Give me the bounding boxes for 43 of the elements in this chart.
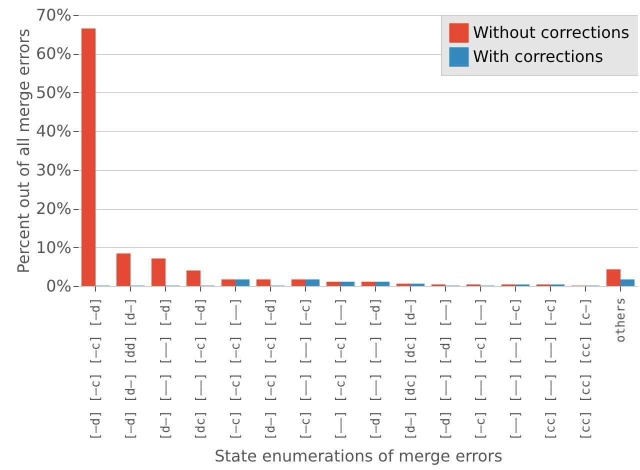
bar <box>116 253 130 286</box>
bar <box>620 279 634 286</box>
y-tick-label: 30% <box>36 160 72 180</box>
x-tick-label: [–d] [–c] [–c] [–d] <box>88 298 102 440</box>
y-tick-label: 20% <box>36 199 72 218</box>
bar <box>292 279 306 286</box>
x-tick-label: [–c] [––] [–c] [––] <box>472 298 488 440</box>
x-tick-label: [cc] [cc] [cc] [c–] <box>578 298 592 440</box>
x-tick-label: [–c] [–c] [–c] [––] <box>228 298 242 440</box>
y-tick-label: 10% <box>36 238 72 257</box>
bar <box>236 279 250 286</box>
bar <box>152 258 166 286</box>
y-axis-title: Percent out of all merge errors <box>14 28 33 274</box>
y-tick-label: 50% <box>36 82 72 102</box>
x-tick-label: [d–] [––] [––] [–d] <box>158 298 172 440</box>
bar <box>186 270 200 286</box>
y-tick-label: 60% <box>36 44 72 64</box>
x-tick-label: [–d] [––] [––] [–d] <box>368 298 382 440</box>
x-tick-label: [–d] [d–] [dd] [d–] <box>122 298 138 440</box>
x-tick-label: [cc] [––] [––] [–c] <box>542 298 558 440</box>
legend-label: With corrections <box>473 47 604 66</box>
bar <box>362 282 376 286</box>
x-tick-label: [d–] [dc] [dc] [d–] <box>402 298 418 440</box>
x-tick-label: others <box>612 298 628 343</box>
bar <box>256 279 270 286</box>
x-tick-label: [––] [–c] [–c] [––] <box>332 298 348 440</box>
x-tick-label: [–d] [––] [–d] [––] <box>438 298 452 440</box>
bar <box>606 269 620 286</box>
y-tick-label: 0% <box>46 276 72 296</box>
bar <box>306 279 320 286</box>
bar <box>82 28 96 286</box>
y-tick-label: 70% <box>36 6 72 24</box>
legend-label: Without corrections <box>473 23 630 42</box>
bar <box>326 282 340 286</box>
bar <box>222 279 236 286</box>
bar <box>376 282 390 286</box>
x-tick-label: [––] [––] [––] [–c] <box>508 298 522 440</box>
x-axis-title: State enumerations of merge errors <box>214 446 502 466</box>
x-tick-label: [d–] [–c] [–c] [–d] <box>262 298 278 440</box>
y-tick-label: 40% <box>36 122 72 141</box>
x-tick-label: [dc] [––] [–c] [–d] <box>192 298 208 440</box>
bar <box>340 282 354 286</box>
x-tick-label: [–c] [––] [––] [–c] <box>298 298 312 440</box>
